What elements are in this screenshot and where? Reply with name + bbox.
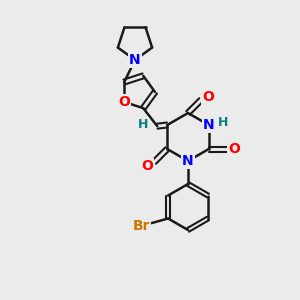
- Text: O: O: [228, 142, 240, 156]
- Text: Br: Br: [132, 218, 150, 233]
- Text: H: H: [138, 118, 148, 131]
- Text: N: N: [129, 53, 141, 67]
- Text: O: O: [118, 95, 130, 109]
- Text: O: O: [202, 90, 214, 104]
- Text: O: O: [141, 159, 153, 173]
- Text: N: N: [203, 118, 214, 132]
- Text: N: N: [182, 154, 194, 168]
- Text: H: H: [218, 116, 228, 130]
